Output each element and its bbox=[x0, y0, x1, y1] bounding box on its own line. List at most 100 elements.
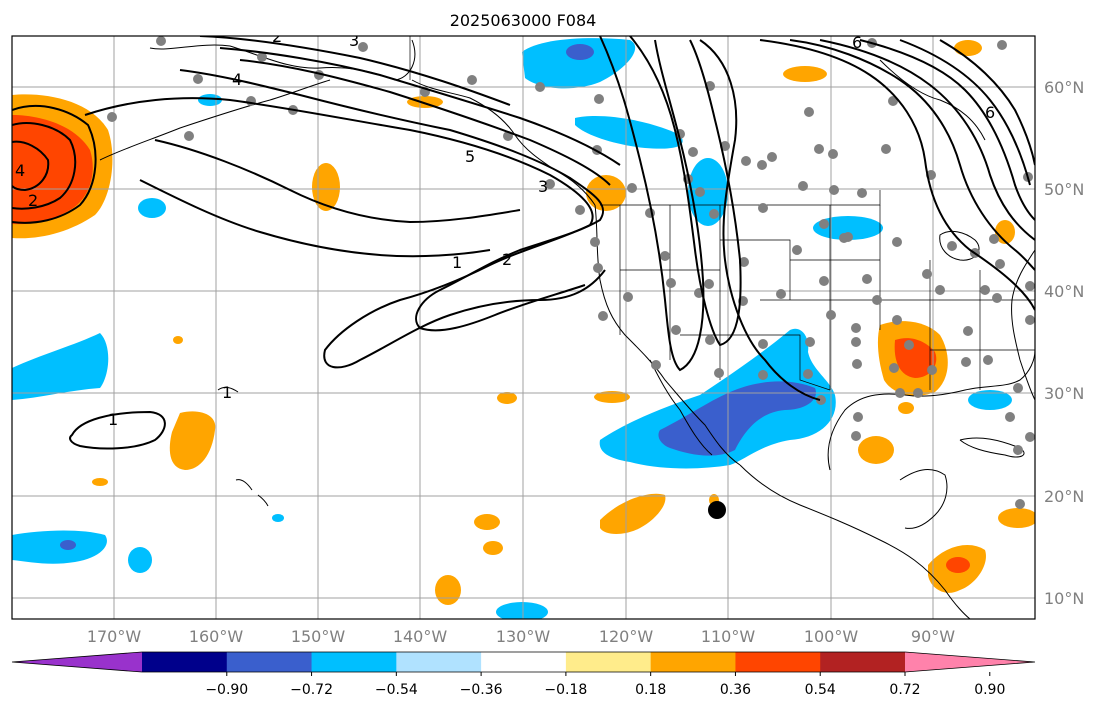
lon-label-120w: 120°W bbox=[599, 627, 654, 646]
colorbar-segment bbox=[820, 652, 906, 672]
latitude-labels: 60°N 50°N 40°N 30°N 20°N 10°N bbox=[1044, 78, 1084, 608]
colorbar-tick-label: 0.36 bbox=[720, 682, 751, 698]
lon-label-140w: 140°W bbox=[393, 627, 448, 646]
colorbar-extend-low bbox=[12, 652, 142, 672]
negative-anomaly-west-1 bbox=[12, 333, 109, 400]
contour-label: 2 bbox=[272, 27, 282, 46]
colorbar-tick-label: 0.54 bbox=[805, 682, 836, 698]
colorbar-segment bbox=[735, 652, 821, 672]
storm-center-marker bbox=[708, 501, 726, 519]
lon-label-110w: 110°W bbox=[701, 627, 756, 646]
contour-jet-6 bbox=[154, 139, 521, 224]
map-layers: 1 1 1 2 2 2 3 3 4 4 5 6 6 bbox=[12, 27, 1035, 619]
colorbar-tick-label: −0.54 bbox=[375, 682, 418, 698]
contour-label: 2 bbox=[502, 250, 512, 269]
contour-trough-1 bbox=[599, 36, 705, 372]
lat-label-60n: 60°N bbox=[1044, 78, 1084, 97]
colorbar-tick-label: 0.72 bbox=[889, 682, 920, 698]
colorbar-extend-high bbox=[905, 652, 1035, 672]
negative-anomaly-florida bbox=[968, 390, 1012, 410]
negative-anomaly-rockies bbox=[688, 158, 728, 226]
lon-label-170w: 170°W bbox=[87, 627, 142, 646]
contour-label: 1 bbox=[452, 253, 462, 272]
contour-west-high-3 bbox=[12, 140, 50, 192]
contour-west-high-2 bbox=[12, 104, 97, 224]
negative-anomaly-west-4 bbox=[128, 547, 152, 573]
lon-label-150w: 150°W bbox=[291, 627, 346, 646]
colorbar-segment bbox=[396, 652, 482, 672]
contour-jet-4 bbox=[219, 47, 621, 166]
baja-peninsula bbox=[649, 359, 713, 456]
colorbar: −0.90 −0.72 −0.54 −0.36 −0.18 0.18 0.36 0.54 0.7… bbox=[11, 651, 1036, 698]
contour-label-group: 1 1 1 2 2 2 3 3 4 4 5 6 6 bbox=[15, 27, 995, 429]
hudson-bay bbox=[879, 59, 986, 141]
aleutian-chain bbox=[99, 79, 331, 161]
lon-label-100w: 100°W bbox=[804, 627, 859, 646]
map-title: 2025063000 F084 bbox=[450, 11, 597, 30]
positive-anomaly-pacific-1 bbox=[169, 411, 216, 470]
hawaii-islands bbox=[217, 386, 269, 507]
negative-anomaly-south-pacific bbox=[496, 602, 548, 619]
positive-anomaly-baja bbox=[594, 391, 630, 403]
negative-anomaly-west-2 bbox=[12, 530, 107, 564]
positive-anomaly-caribbean bbox=[998, 508, 1035, 528]
strong-positive-anomaly-central-america bbox=[946, 557, 970, 573]
strong-positive-anomaly-west bbox=[12, 115, 93, 225]
gulf-coast bbox=[827, 349, 1035, 471]
contour-label: 3 bbox=[349, 31, 359, 50]
anomaly-shading bbox=[12, 38, 1035, 619]
contour-ridge-4 bbox=[819, 39, 1035, 241]
coastlines bbox=[99, 39, 1035, 619]
alaska-coast bbox=[149, 39, 416, 81]
positive-anomaly-pacific-10 bbox=[600, 493, 666, 534]
colorbar-tick-label: 0.90 bbox=[974, 682, 1005, 698]
contour-label: 4 bbox=[232, 70, 242, 89]
contour-label: 1 bbox=[222, 383, 232, 402]
contour-trough-2 bbox=[629, 36, 742, 347]
contour-small-low bbox=[69, 410, 166, 450]
positive-anomaly-gulf-3 bbox=[898, 402, 914, 414]
lon-label-130w: 130°W bbox=[496, 627, 551, 646]
station-dots bbox=[107, 36, 1035, 509]
strong-negative-anomaly-mexico bbox=[658, 381, 816, 456]
contour-ridge-1 bbox=[699, 39, 821, 401]
positive-anomaly-gulf-2 bbox=[858, 436, 894, 464]
contour-label: 4 bbox=[15, 161, 25, 180]
contour-label: 5 bbox=[465, 147, 475, 166]
colorbar-tick-label: −0.72 bbox=[290, 682, 333, 698]
lat-label-30n: 30°N bbox=[1044, 384, 1084, 403]
positive-anomaly-pacific-4 bbox=[92, 478, 108, 486]
positive-anomaly-pacific-5 bbox=[474, 514, 500, 530]
mexico-pacific-coast bbox=[739, 464, 971, 619]
contour-jet-2 bbox=[179, 69, 605, 332]
negative-anomaly-bc bbox=[575, 115, 683, 149]
contour-label: 1 bbox=[108, 410, 118, 429]
colorbar-segment bbox=[565, 652, 652, 672]
lon-label-160w: 160°W bbox=[189, 627, 244, 646]
positive-anomaly-pacific-6 bbox=[483, 541, 503, 555]
positive-anomaly-pacific-8 bbox=[497, 392, 517, 404]
strong-negative-anomaly-alaska bbox=[566, 44, 594, 60]
negative-anomaly-west-3 bbox=[60, 540, 76, 550]
colorbar-tick-label: −0.36 bbox=[460, 682, 503, 698]
contour-label: 6 bbox=[852, 33, 862, 52]
contour-jet-5 bbox=[199, 36, 511, 106]
colorbar-segment bbox=[311, 652, 397, 672]
positive-anomaly-pacific-9 bbox=[407, 96, 443, 108]
positive-anomaly-north-1 bbox=[783, 66, 827, 82]
atlantic-coast bbox=[1011, 249, 1035, 401]
contour-ridge-7 bbox=[939, 39, 1035, 166]
colorbar-tick-label: 0.18 bbox=[635, 682, 666, 698]
contour-ridge-5 bbox=[859, 39, 1035, 221]
lat-label-40n: 40°N bbox=[1044, 282, 1084, 301]
colorbar-segment bbox=[481, 652, 567, 672]
contour-ridge-3 bbox=[789, 39, 1035, 271]
contour-label: 6 bbox=[985, 103, 995, 122]
negative-anomaly-west-5 bbox=[138, 198, 166, 218]
contour-jet-7 bbox=[139, 179, 491, 258]
lat-label-10n: 10°N bbox=[1044, 589, 1084, 608]
colorbar-tick-label: −0.90 bbox=[205, 682, 248, 698]
contour-label: 3 bbox=[538, 177, 548, 196]
cuba bbox=[959, 437, 1025, 458]
